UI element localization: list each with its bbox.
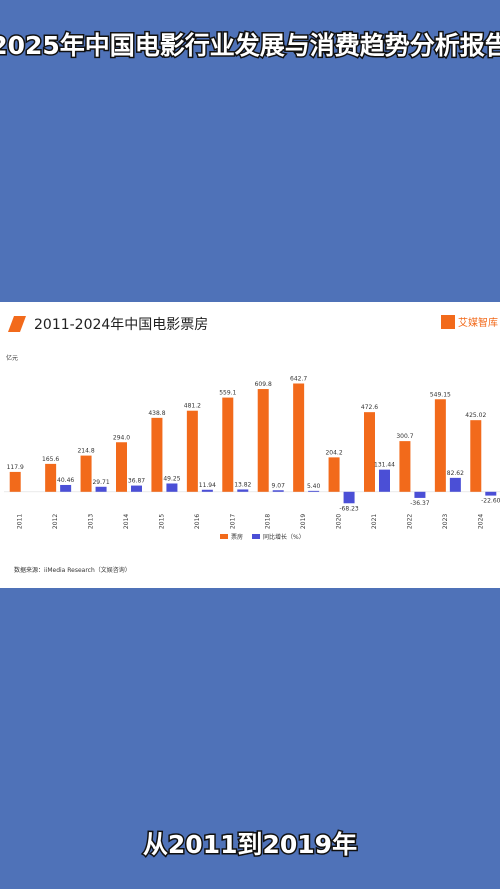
value-label: 36.87 [128, 478, 145, 485]
bar [379, 469, 390, 492]
bar [60, 484, 72, 492]
value-label: 425.02 [465, 412, 486, 419]
bar [9, 471, 21, 492]
bar [257, 389, 269, 492]
bar [293, 383, 305, 492]
bar [272, 490, 284, 492]
bar [201, 489, 213, 492]
x-tick-label: 2023 [442, 514, 449, 529]
value-label: 49.25 [163, 475, 180, 482]
caption: 从2011到2019年 [143, 830, 357, 859]
logo-icon [441, 315, 455, 329]
legend-label: 同比增长（%） [263, 533, 305, 541]
value-label: 214.8 [77, 448, 94, 455]
value-label: 5.40 [307, 483, 321, 490]
value-label: 82.62 [447, 470, 464, 477]
value-label: 300.7 [396, 433, 413, 440]
bar [151, 417, 163, 492]
value-label: 131.44 [374, 462, 395, 469]
bar [399, 441, 411, 492]
bar [449, 477, 461, 492]
x-tick-label: 2021 [371, 514, 378, 529]
bar [308, 490, 320, 492]
bar [470, 420, 482, 492]
x-tick-label: 2019 [300, 514, 307, 529]
bar [434, 399, 446, 492]
bar [166, 483, 178, 492]
value-label: 549.15 [430, 391, 451, 398]
x-tick-label: 2013 [88, 514, 95, 529]
source: 数据来源：iiMedia Research（文娱咨询） [14, 566, 131, 574]
title-icon [8, 316, 26, 332]
bar [95, 486, 107, 492]
x-tick-label: 2015 [158, 514, 165, 529]
bar [414, 491, 426, 498]
x-tick-label: 2024 [477, 514, 484, 529]
value-label: 29.71 [92, 479, 109, 486]
value-label: 609.8 [255, 381, 272, 388]
value-label: -36.37 [410, 500, 430, 507]
chart-title: 2011-2024年中国电影票房 [34, 317, 208, 333]
bar [45, 463, 57, 492]
value-label: 204.2 [325, 449, 342, 456]
bar [364, 412, 375, 492]
x-tick-label: 2012 [52, 514, 59, 529]
legend-swatch [252, 534, 260, 539]
y-label: 亿元 [6, 354, 18, 362]
value-label: -22.60 [481, 498, 500, 505]
logo: 艾媒智库 [458, 316, 498, 329]
page-title: 2025年中国电影行业发展与消费趋势分析报告 [0, 31, 500, 60]
value-label: 481.2 [184, 403, 201, 410]
value-label: 9.07 [272, 482, 286, 489]
value-label: 294.0 [113, 434, 130, 441]
value-label: 165.6 [42, 456, 59, 463]
bar [131, 485, 142, 492]
value-label: 117.9 [7, 464, 24, 471]
value-label: 438.8 [148, 410, 165, 417]
x-tick-label: 2016 [194, 514, 201, 529]
x-tick-label: 2017 [229, 514, 236, 529]
chart-card [0, 302, 500, 588]
bar [186, 410, 198, 492]
legend-label: 票房 [231, 533, 243, 541]
x-tick-label: 2014 [123, 514, 130, 529]
legend-swatch [220, 534, 228, 539]
value-label: 40.46 [57, 477, 74, 484]
value-label: 559.1 [219, 390, 236, 397]
bar [343, 491, 355, 504]
bar [116, 442, 127, 492]
x-tick-label: 2022 [406, 514, 413, 529]
value-label: 11.94 [199, 482, 216, 489]
bar [485, 491, 497, 496]
value-label: 472.6 [361, 404, 378, 411]
value-label: -68.23 [339, 505, 359, 512]
value-label: 13.82 [234, 481, 251, 488]
x-tick-label: 2018 [265, 514, 272, 529]
x-tick-label: 2011 [17, 514, 24, 529]
value-label: 642.7 [290, 376, 307, 383]
bar [237, 489, 249, 492]
bar [80, 455, 92, 492]
bar [222, 397, 234, 492]
bar [328, 457, 340, 492]
x-tick-label: 2020 [336, 514, 343, 529]
